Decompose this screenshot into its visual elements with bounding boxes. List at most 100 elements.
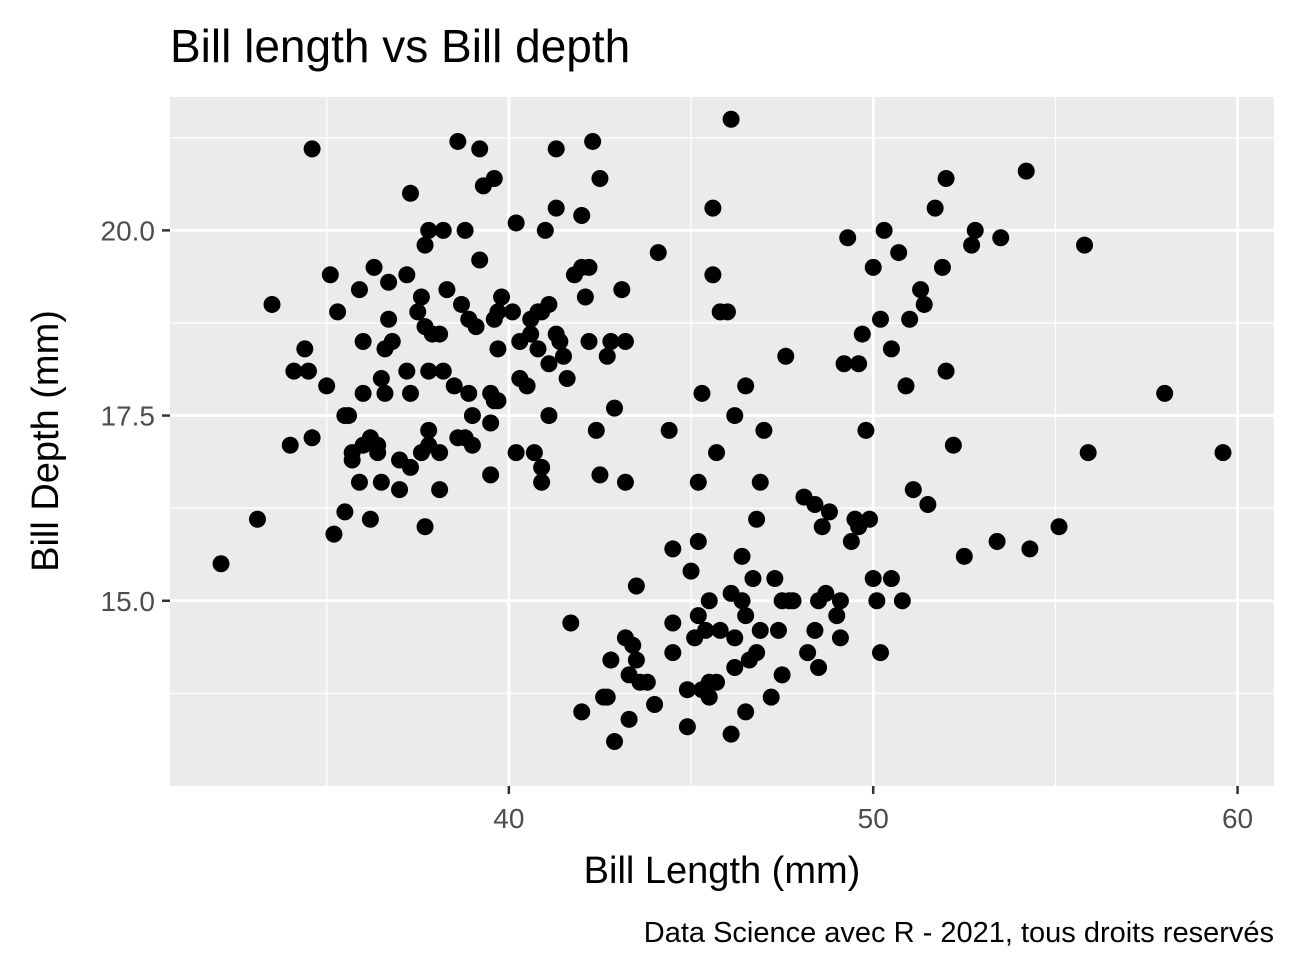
data-point <box>1021 540 1039 558</box>
data-point <box>493 288 511 306</box>
data-point <box>606 733 624 751</box>
data-point <box>471 251 489 269</box>
data-point <box>697 621 715 639</box>
data-point <box>303 429 321 447</box>
data-point <box>1214 444 1232 462</box>
data-point <box>580 332 598 350</box>
data-point <box>813 518 831 536</box>
data-point <box>678 681 696 699</box>
data-point <box>1017 162 1035 180</box>
data-point <box>420 362 438 380</box>
data-point <box>926 199 944 217</box>
data-point <box>678 718 696 736</box>
data-point <box>904 481 922 499</box>
data-point <box>431 444 449 462</box>
data-point <box>733 592 751 610</box>
data-point <box>416 518 434 536</box>
data-point <box>340 407 358 425</box>
grid-lines <box>170 97 1274 786</box>
data-point <box>602 651 620 669</box>
axes: 40 50 60 15.0 17.5 20.0 <box>101 215 1254 834</box>
data-point <box>329 303 347 321</box>
data-point <box>401 184 419 202</box>
data-point <box>704 266 722 284</box>
data-point <box>937 362 955 380</box>
data-point <box>988 533 1006 551</box>
data-point <box>412 288 430 306</box>
data-point <box>602 332 620 350</box>
data-point <box>693 384 711 402</box>
data-point <box>708 673 726 691</box>
data-point <box>1050 518 1068 536</box>
data-point <box>861 510 879 528</box>
data-point <box>540 355 558 373</box>
data-point <box>726 629 744 647</box>
data-point <box>318 377 336 395</box>
data-point <box>616 332 634 350</box>
data-point <box>576 288 594 306</box>
data-point <box>303 140 321 158</box>
data-point <box>540 407 558 425</box>
data-point <box>296 340 314 358</box>
data-point <box>620 710 638 728</box>
data-point <box>853 325 871 343</box>
data-point <box>784 592 802 610</box>
data-point <box>533 458 551 476</box>
data-point <box>915 295 933 313</box>
data-point <box>897 377 915 395</box>
data-point <box>1076 236 1094 254</box>
data-point <box>507 444 525 462</box>
x-tick-label: 40 <box>493 803 524 834</box>
data-point <box>285 362 303 380</box>
data-point <box>737 377 755 395</box>
data-point <box>343 451 361 469</box>
data-point <box>449 132 467 150</box>
data-point <box>212 555 230 573</box>
data-point <box>376 384 394 402</box>
data-point <box>372 473 390 491</box>
data-point <box>751 621 769 639</box>
data-point <box>536 221 554 239</box>
data-point <box>482 466 500 484</box>
data-point <box>777 347 795 365</box>
data-point <box>882 340 900 358</box>
data-point <box>806 495 824 513</box>
chart-title: Bill length vs Bill depth <box>170 20 630 72</box>
data-point <box>460 384 478 402</box>
data-point <box>901 310 919 328</box>
data-point <box>522 325 540 343</box>
data-point <box>463 407 481 425</box>
data-point <box>489 303 507 321</box>
y-tick-label: 17.5 <box>101 401 156 432</box>
data-point <box>533 473 551 491</box>
data-point <box>649 244 667 262</box>
data-point <box>839 229 857 247</box>
data-point <box>456 221 474 239</box>
data-point <box>919 495 937 513</box>
data-point <box>380 310 398 328</box>
data-point <box>562 614 580 632</box>
data-point <box>664 644 682 662</box>
data-point <box>893 592 911 610</box>
plot-panel <box>170 97 1274 786</box>
data-point <box>525 444 543 462</box>
data-point <box>398 362 416 380</box>
data-point <box>966 221 984 239</box>
data-point <box>755 421 773 439</box>
data-point <box>871 310 889 328</box>
data-point <box>325 525 343 543</box>
data-point <box>263 295 281 313</box>
data-point <box>587 421 605 439</box>
data-point <box>401 384 419 402</box>
data-point <box>638 673 656 691</box>
data-point <box>664 614 682 632</box>
data-point <box>831 592 849 610</box>
data-point <box>689 607 707 625</box>
data-point <box>627 651 645 669</box>
data-point <box>591 169 609 187</box>
data-point <box>321 266 339 284</box>
data-point <box>383 332 401 350</box>
data-point <box>871 644 889 662</box>
x-tick-label: 50 <box>858 803 889 834</box>
